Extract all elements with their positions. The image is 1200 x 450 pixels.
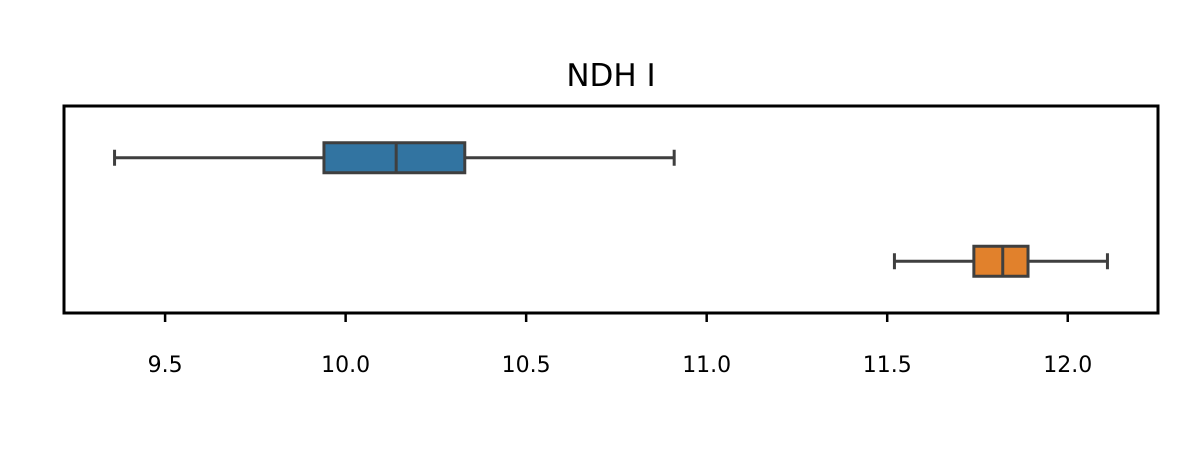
x-tick-label: 9.5 [148,353,183,378]
x-tick-label: 11.0 [682,353,731,378]
x-tick-label: 11.5 [863,353,912,378]
plot-frame [62,104,1160,315]
iqr-box [322,141,467,175]
x-axis: 9.5 10.0 10.5 11.0 11.5 12.0 [148,313,1092,378]
x-tick-label: 10.0 [321,353,370,378]
iqr-box [972,244,1030,278]
chart-title: NDH I [566,58,655,94]
boxes-group [113,141,1109,278]
x-tick-label: 12.0 [1043,353,1092,378]
box-series-2 [892,244,1109,278]
x-tick-label: 10.5 [502,353,551,378]
box-series-1 [113,141,676,175]
